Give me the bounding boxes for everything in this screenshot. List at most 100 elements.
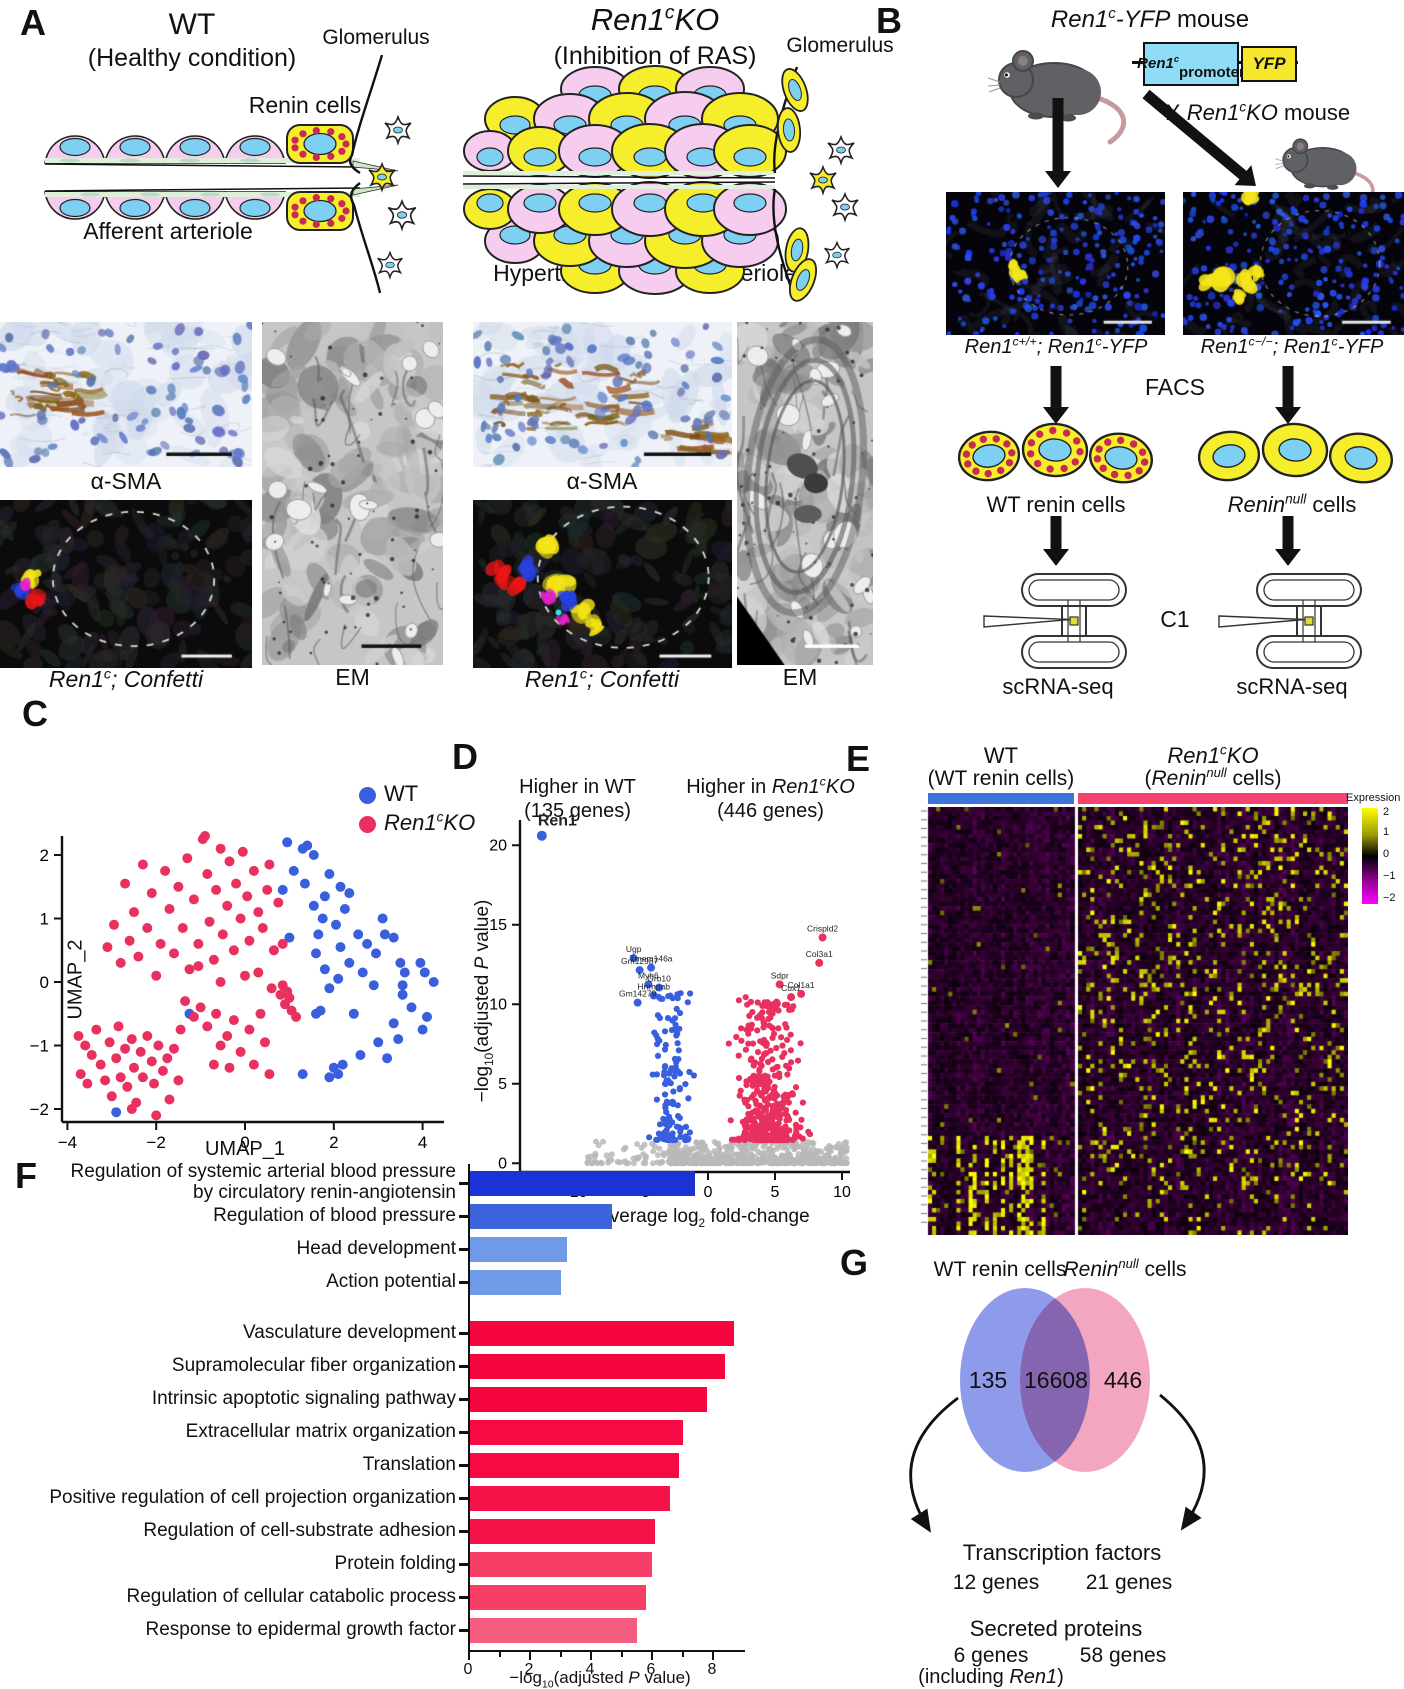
svg-text:−2: −2 [30, 1100, 49, 1119]
f-x-tick [590, 1652, 592, 1660]
f-bar [469, 1519, 655, 1544]
panel-g-label: G [840, 1242, 869, 1283]
g-tf-left: 12 genes [952, 1571, 1040, 1594]
f-x-tick [712, 1652, 714, 1660]
svg-text:Sdpr: Sdpr [771, 970, 789, 980]
f-bar-label: Action potential [326, 1270, 456, 1292]
panel-e-label: E [846, 738, 871, 779]
f-label-tick [459, 1431, 468, 1434]
g-right-title: Reninnull cells [1063, 1256, 1187, 1281]
f-bar [469, 1321, 734, 1346]
venn-panel: G WT renin cells Reninnull cells 135 166… [830, 1240, 1404, 1689]
e-legend-title: Expression [1346, 792, 1401, 804]
f-x-minor-tick [620, 1652, 623, 1657]
f-bar-label: Protein folding [334, 1552, 456, 1574]
d-count-right: (446 genes) [717, 800, 824, 822]
svg-text:0: 0 [240, 1133, 249, 1152]
b-workflow-arrows [1043, 89, 1301, 566]
svg-text:Col1a1: Col1a1 [788, 980, 815, 990]
svg-text:−4: −4 [58, 1133, 77, 1152]
venn-count-overlap: 16608 [1024, 1367, 1088, 1393]
svg-text:10: 10 [833, 1184, 851, 1201]
ko-confetti-micrograph [473, 500, 732, 668]
svg-text:2: 2 [40, 846, 49, 865]
svg-text:Cux1: Cux1 [781, 983, 801, 993]
e-tick-0: 0 [1383, 848, 1390, 860]
venn-circle-null [1020, 1288, 1150, 1472]
e-colorbar [1362, 808, 1378, 904]
venn-count-right: 446 [1103, 1367, 1143, 1393]
c1-chip-icon-left [983, 573, 1127, 669]
g-sp-title: Secreted proteins [969, 1616, 1143, 1641]
b-genotype-wt: Ren1c+/+; Ren1c-YFP [964, 334, 1148, 358]
f-bar-label: Positive regulation of cell projection o… [49, 1486, 456, 1508]
e-group-ko-sub: (Reninnull cells) [1144, 765, 1282, 790]
svg-text:0: 0 [498, 1155, 507, 1172]
venn-arrow-left [909, 1396, 959, 1533]
d-count-left: (135 genes) [524, 800, 631, 822]
wt-em-micrograph [262, 322, 443, 665]
a-ko-glomerulus-label: Glomerulus [786, 34, 894, 57]
f-x-tick [468, 1652, 470, 1660]
f-label-tick [459, 1629, 468, 1632]
b-title: Ren1c-YFP mouse [1050, 6, 1250, 33]
a-ko-title: Ren1cKO [590, 2, 720, 37]
svg-text:20: 20 [489, 837, 507, 854]
ko-arteriole-diagram [462, 65, 859, 302]
venn-arrows [909, 1393, 1206, 1533]
f-bar-label: Vasculature development [243, 1321, 456, 1343]
wt-renin-cells-icons [957, 422, 1154, 484]
svg-text:5: 5 [498, 1076, 507, 1093]
svg-text:−2: −2 [147, 1133, 166, 1152]
a-wt-glomerulus-label: Glomerulus [322, 26, 430, 49]
f-x-minor-tick [559, 1652, 562, 1657]
f-label-tick [459, 1497, 468, 1500]
volcano-ylabel: −log10(adjusted P value) [472, 899, 496, 1103]
svg-text:Hnrnpab: Hnrnpab [637, 982, 670, 992]
f-bar [469, 1585, 646, 1610]
legend-dot-ko [359, 816, 376, 833]
umap-ylabel: UMAP_2 [64, 939, 87, 1020]
e-ko-group-bar [1078, 793, 1348, 804]
e-tick-m1: −1 [1383, 870, 1396, 882]
f-bar [469, 1270, 561, 1295]
e-group-ko: Ren1cKO [1167, 742, 1259, 768]
svg-text:Crispld2: Crispld2 [807, 923, 838, 933]
panel-c-label: C [22, 693, 48, 734]
f-label-tick [459, 1464, 468, 1467]
b-c1-label: C1 [1160, 606, 1190, 632]
f-bar [469, 1237, 567, 1262]
renin-null-cells-icons [1197, 422, 1394, 484]
d-title-left: Higher in WT [519, 776, 636, 798]
f-bar-label: Regulation of cellular catabolic process [126, 1585, 456, 1607]
g-tf-right: 21 genes [1085, 1571, 1173, 1594]
umap-plot: −2 −1 0 1 2 −4 −2 0 2 4 [30, 831, 444, 1152]
f-label-tick [459, 1530, 468, 1533]
svg-text:2: 2 [329, 1133, 338, 1152]
g-sp-right: 58 genes [1079, 1644, 1167, 1667]
f-bar-label: Head development [296, 1237, 457, 1259]
f-y-axis [468, 1164, 470, 1651]
b-scrnaseq-right: scRNA-seq [1236, 674, 1348, 699]
wt-confetti-micrograph [0, 500, 252, 668]
svg-text:5: 5 [771, 1184, 780, 1201]
expression-heatmap [914, 807, 1348, 1235]
ko-asma-label: α-SMA [566, 468, 638, 494]
panel-d-label: D [452, 736, 478, 777]
b-facs-label: FACS [1144, 374, 1206, 400]
f-bar [469, 1354, 725, 1379]
f-label-tick [459, 1248, 468, 1251]
f-bar [469, 1387, 707, 1412]
svg-text:Col3a1: Col3a1 [806, 949, 833, 959]
a-wt-subtitle: (Healthy condition) [87, 44, 297, 72]
f-bar-label: Extracellular matrix organization [185, 1420, 456, 1442]
g-sp-left: 6 genes [953, 1644, 1029, 1667]
ko-yfp-fluorescence-image [1183, 192, 1404, 335]
wt-asma-micrograph [0, 322, 252, 467]
svg-text:Grb10: Grb10 [647, 974, 671, 984]
b-genotype-ko: Ren1c−/−; Ren1c-YFP [1200, 334, 1384, 358]
svg-text:Ren1: Ren1 [538, 813, 577, 830]
ko-em-label: EM [782, 664, 818, 690]
construct-yfp-box: YFP [1241, 46, 1297, 82]
f-xlabel: −log10(adjusted P value) [509, 1668, 691, 1689]
